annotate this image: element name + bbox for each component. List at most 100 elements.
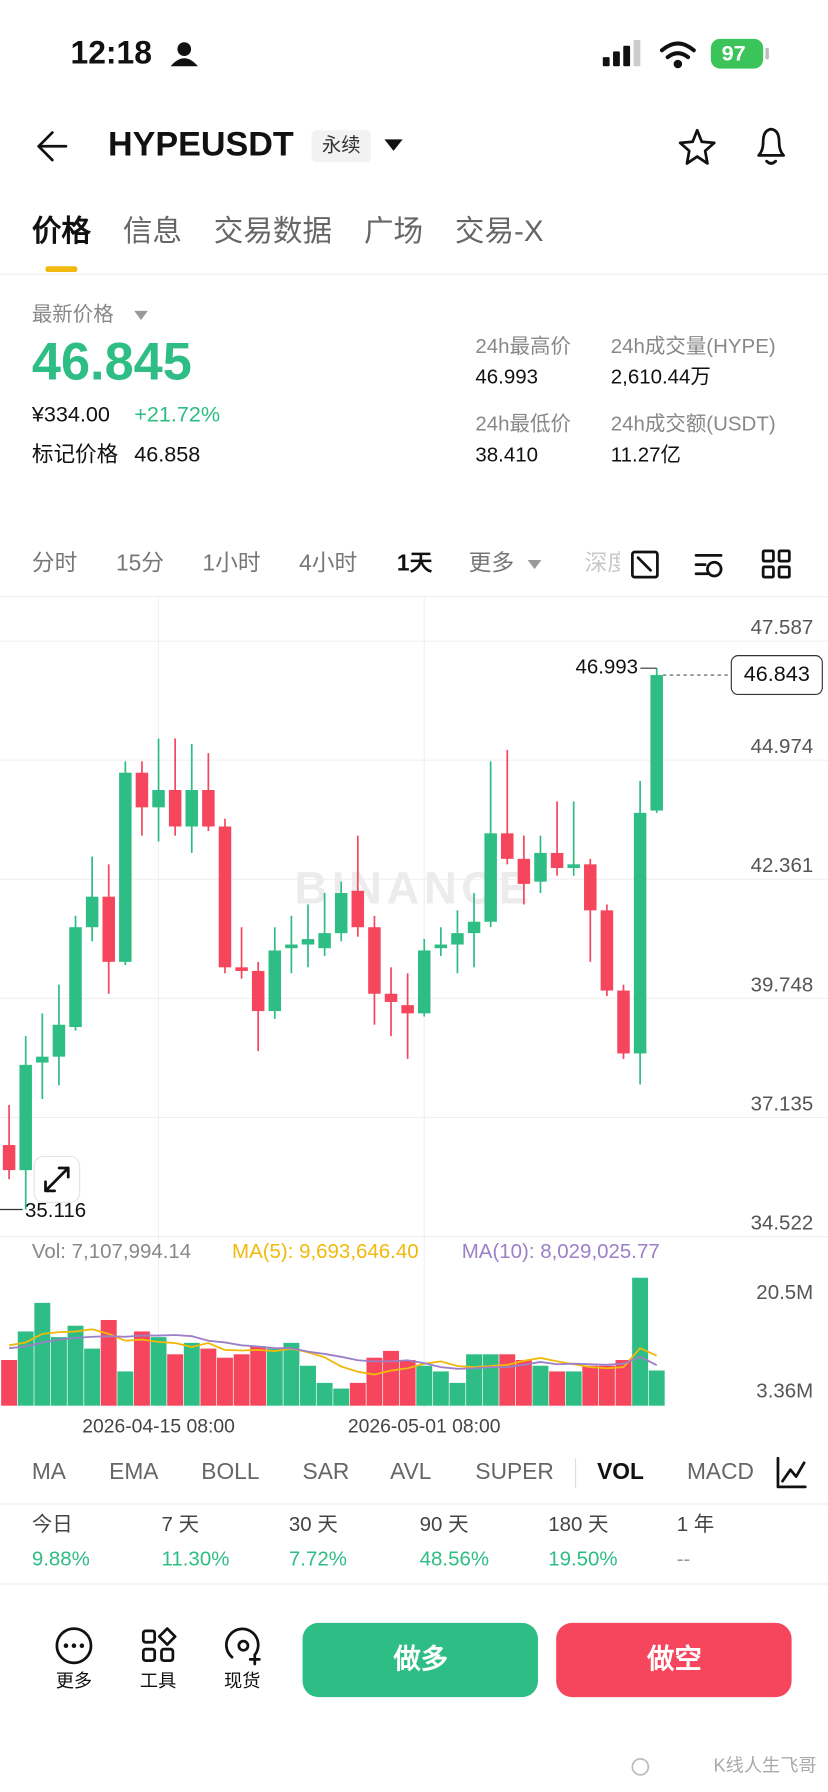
volume-bar: [250, 1346, 267, 1406]
favorite-button[interactable]: [678, 128, 716, 165]
candle-body: [36, 1056, 49, 1063]
volume-bar: [283, 1342, 300, 1406]
clock: 12:18: [71, 34, 152, 70]
ma10-legend: MA(10): 8,029,025.77: [462, 1240, 660, 1263]
volume-bar: [200, 1348, 217, 1406]
back-button[interactable]: [37, 131, 68, 162]
candle-body: [318, 933, 331, 949]
drawing-tool-icon[interactable]: [631, 550, 659, 579]
volume-bar: [1, 1360, 18, 1406]
last-price-box: [730, 655, 823, 696]
candle-body: [517, 858, 531, 884]
indicator-editor-icon[interactable]: [776, 1456, 807, 1489]
last-price: 46.845: [32, 333, 192, 391]
interval[interactable]: 15分: [116, 550, 164, 576]
tools-tool[interactable]: 工具: [140, 1627, 177, 1692]
return-label: 90 天: [420, 1513, 469, 1536]
candle-body: [467, 921, 481, 934]
y-tick-label: 37.135: [751, 1092, 814, 1115]
interval[interactable]: 1天: [397, 550, 433, 576]
tab[interactable]: 信息: [123, 215, 182, 248]
volume-bar: [383, 1350, 399, 1406]
indicator[interactable]: VOL: [597, 1458, 644, 1484]
indicator[interactable]: MA: [32, 1458, 67, 1484]
return-value: 7.72%: [289, 1547, 347, 1570]
alert-button[interactable]: [757, 127, 786, 165]
return-label: 180 天: [548, 1513, 608, 1536]
signal-icon: [602, 40, 641, 67]
volume-bar: [582, 1365, 599, 1406]
volume-bar: [549, 1371, 566, 1406]
candle-body: [351, 890, 365, 928]
more-tool[interactable]: 更多: [55, 1627, 93, 1692]
candle-body: [334, 893, 348, 934]
spot-tool[interactable]: 现货: [224, 1627, 261, 1691]
return-value: 11.30%: [162, 1547, 230, 1570]
long-label: 做多: [393, 1643, 449, 1674]
fullscreen-button[interactable]: [33, 1156, 81, 1203]
indicator-settings-icon[interactable]: [694, 554, 723, 578]
candle-body: [633, 812, 647, 1054]
tab[interactable]: 价格: [32, 215, 91, 248]
volume-tick-label: 20.5M: [756, 1281, 813, 1304]
tab-indicator: [45, 266, 78, 272]
symbol-dropdown[interactable]: [384, 139, 403, 151]
candle-body: [168, 790, 182, 827]
volume-bar: [632, 1277, 649, 1406]
stat-value: 11.27亿: [611, 443, 681, 466]
volume-bar: [499, 1354, 516, 1406]
cny-price: ¥334.00: [31, 402, 110, 427]
indicator[interactable]: AVL: [390, 1458, 431, 1484]
footer-watermark: K线人生飞哥: [714, 1755, 817, 1776]
tab[interactable]: 广场: [364, 215, 423, 248]
candle-body: [119, 772, 132, 962]
candle-body: [567, 864, 580, 868]
wifi-icon: [659, 41, 696, 69]
candle-body: [434, 944, 448, 949]
volume-bar: [100, 1319, 117, 1406]
volume-tick-label: 3.36M: [756, 1379, 813, 1402]
stat-label: 24h最低价: [475, 413, 571, 436]
battery-level: 97: [722, 41, 746, 66]
interval[interactable]: 更多: [469, 550, 514, 576]
return-value: 19.50%: [548, 1547, 617, 1570]
indicator[interactable]: SAR: [303, 1458, 350, 1484]
volume-bar: [17, 1331, 34, 1406]
short-button[interactable]: [556, 1622, 792, 1698]
grid: 47.587 44.974 42.361 39.748 37.135 34.522 20.5…: [0, 596, 828, 1438]
watermark-logo: [631, 1757, 650, 1776]
candle-body: [550, 852, 564, 868]
indicator[interactable]: EMA: [109, 1458, 159, 1484]
volume-bar: [34, 1302, 51, 1406]
tab[interactable]: 交易-X: [455, 215, 544, 248]
volume-bar: [366, 1357, 383, 1406]
badge-bg: [311, 130, 371, 163]
candle-body: [484, 833, 497, 922]
layout-icon[interactable]: [761, 549, 791, 579]
interval[interactable]: 分时: [32, 550, 77, 576]
returns: 今日 9.88% 7 天 11.30% 30 天 7.72% 90 天 48.56% 180 天…: [32, 1513, 714, 1570]
indicator[interactable]: BOLL: [201, 1458, 259, 1484]
interval[interactable]: 4小时: [299, 550, 357, 576]
volume-bar: [316, 1382, 333, 1406]
candle-body: [135, 772, 149, 808]
volume-bar: [349, 1382, 366, 1406]
return-value: 48.56%: [420, 1547, 489, 1570]
volume-bar: [598, 1365, 615, 1406]
volume-bar: [117, 1371, 134, 1406]
volume-bar: [648, 1370, 665, 1406]
tool-label: 工具: [140, 1670, 176, 1691]
y-tick-label: 34.522: [751, 1211, 814, 1234]
candle-body: [251, 970, 265, 1012]
candle-body: [285, 944, 298, 949]
interval[interactable]: 1小时: [202, 550, 260, 576]
long-button[interactable]: [302, 1622, 538, 1698]
badge: 永续: [322, 134, 361, 156]
tab[interactable]: 交易数据: [214, 215, 332, 248]
candle-body: [52, 1024, 66, 1057]
last-price-tag: 46.843: [744, 661, 810, 686]
indicator[interactable]: MACD: [687, 1458, 754, 1484]
symbol: HYPEUSDT: [108, 125, 294, 163]
indicator[interactable]: SUPER: [475, 1458, 553, 1484]
